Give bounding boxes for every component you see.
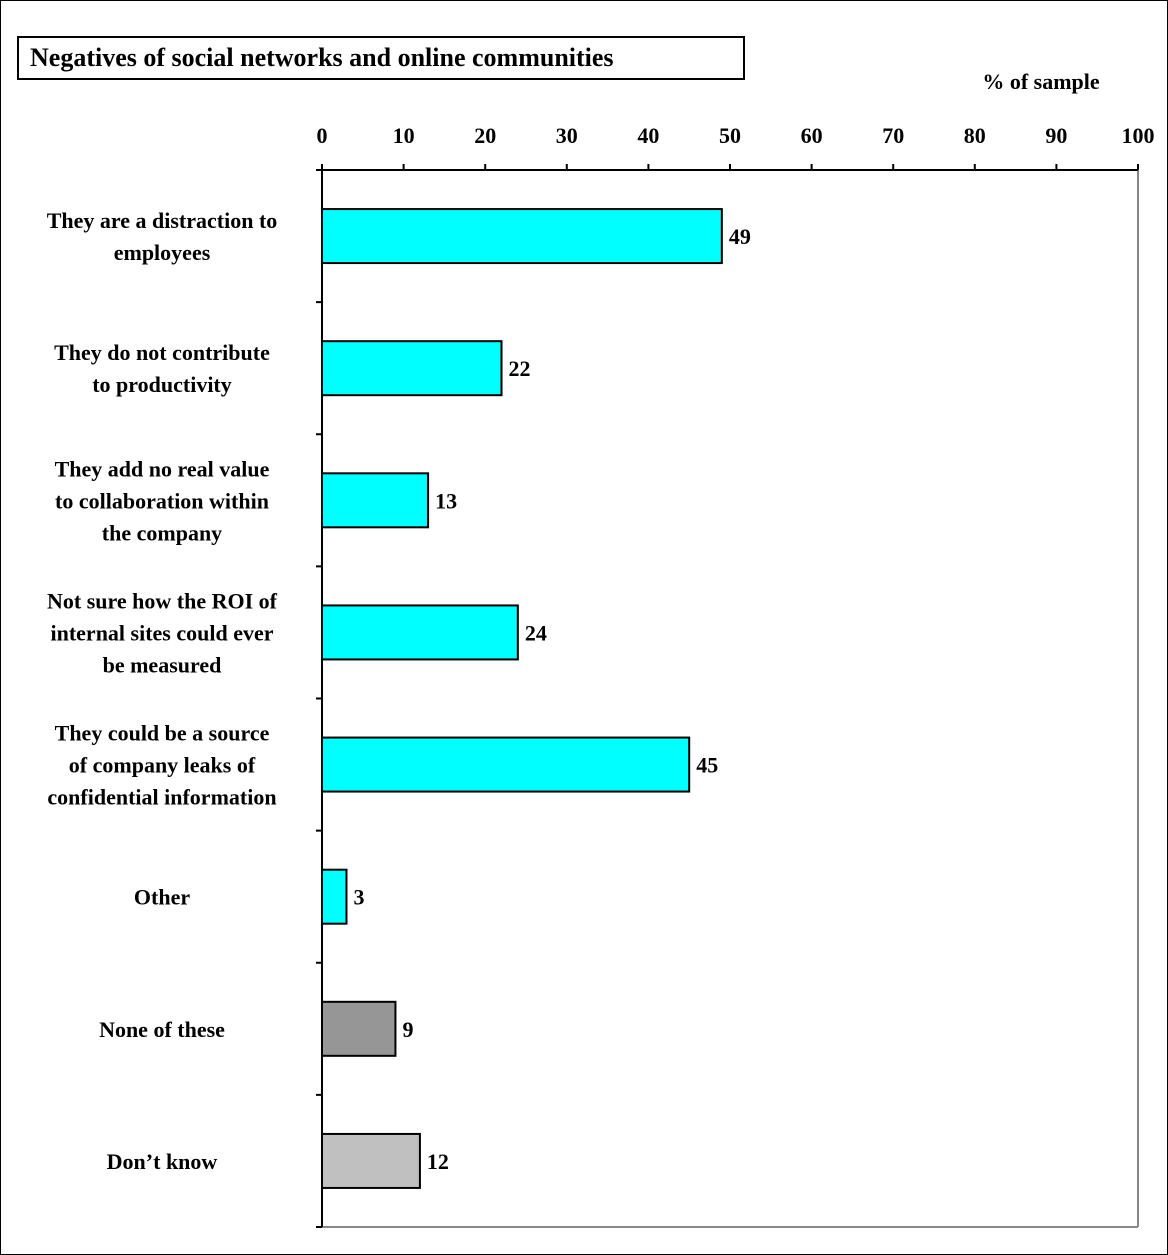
data-label: 24 bbox=[525, 620, 547, 645]
category-label: be measured bbox=[103, 652, 222, 677]
x-tick-label: 40 bbox=[637, 123, 659, 148]
bar bbox=[321, 868, 348, 925]
x-tick-label: 80 bbox=[964, 123, 986, 148]
x-tick-label: 20 bbox=[474, 123, 496, 148]
data-label: 12 bbox=[427, 1149, 449, 1174]
data-label: 9 bbox=[402, 1017, 413, 1042]
category-label: None of these bbox=[99, 1017, 225, 1042]
plot-area: 0 10 20 30 40 50 60 70 80 90 100 49 They are a distr… bbox=[47, 123, 1155, 1228]
category-label: of company leaks of bbox=[69, 753, 256, 778]
category-label: internal sites could ever bbox=[50, 620, 273, 645]
data-label: 49 bbox=[729, 224, 751, 249]
x-tick-label: 70 bbox=[882, 123, 904, 148]
data-label: 45 bbox=[696, 753, 718, 778]
x-axis-label: % of sample bbox=[982, 69, 1100, 94]
x-tick-label: 60 bbox=[801, 123, 823, 148]
x-tick-label: 50 bbox=[719, 123, 741, 148]
category-label: Other bbox=[134, 885, 190, 910]
bar bbox=[321, 1132, 421, 1189]
category-label: They add no real value bbox=[55, 456, 270, 481]
bar bbox=[321, 208, 723, 265]
data-label: 13 bbox=[435, 488, 457, 513]
category-label: They could be a source bbox=[55, 721, 270, 746]
x-tick-label: 90 bbox=[1045, 123, 1067, 148]
bar bbox=[321, 472, 430, 529]
x-tick-label: 10 bbox=[393, 123, 415, 148]
x-tick-label: 0 bbox=[317, 123, 328, 148]
category-label: to collaboration within bbox=[55, 488, 269, 513]
category-label: to productivity bbox=[92, 372, 232, 397]
x-tick-label: 100 bbox=[1122, 123, 1155, 148]
category-label: employees bbox=[114, 240, 211, 265]
category-label: Not sure how the ROI of bbox=[47, 588, 278, 613]
data-label: 3 bbox=[353, 885, 364, 910]
chart-title: Negatives of social networks and online … bbox=[17, 36, 745, 80]
data-label: 22 bbox=[509, 356, 531, 381]
bar bbox=[321, 340, 503, 397]
bar bbox=[321, 604, 519, 661]
bar bbox=[321, 736, 691, 793]
x-tick-label: 30 bbox=[556, 123, 578, 148]
category-label: Don’t know bbox=[107, 1149, 218, 1174]
category-label: the company bbox=[102, 520, 222, 545]
category-label: They are a distraction to bbox=[47, 208, 278, 233]
category-label: confidential information bbox=[47, 785, 276, 810]
bar bbox=[321, 1000, 397, 1057]
category-label: They do not contribute bbox=[54, 340, 270, 365]
